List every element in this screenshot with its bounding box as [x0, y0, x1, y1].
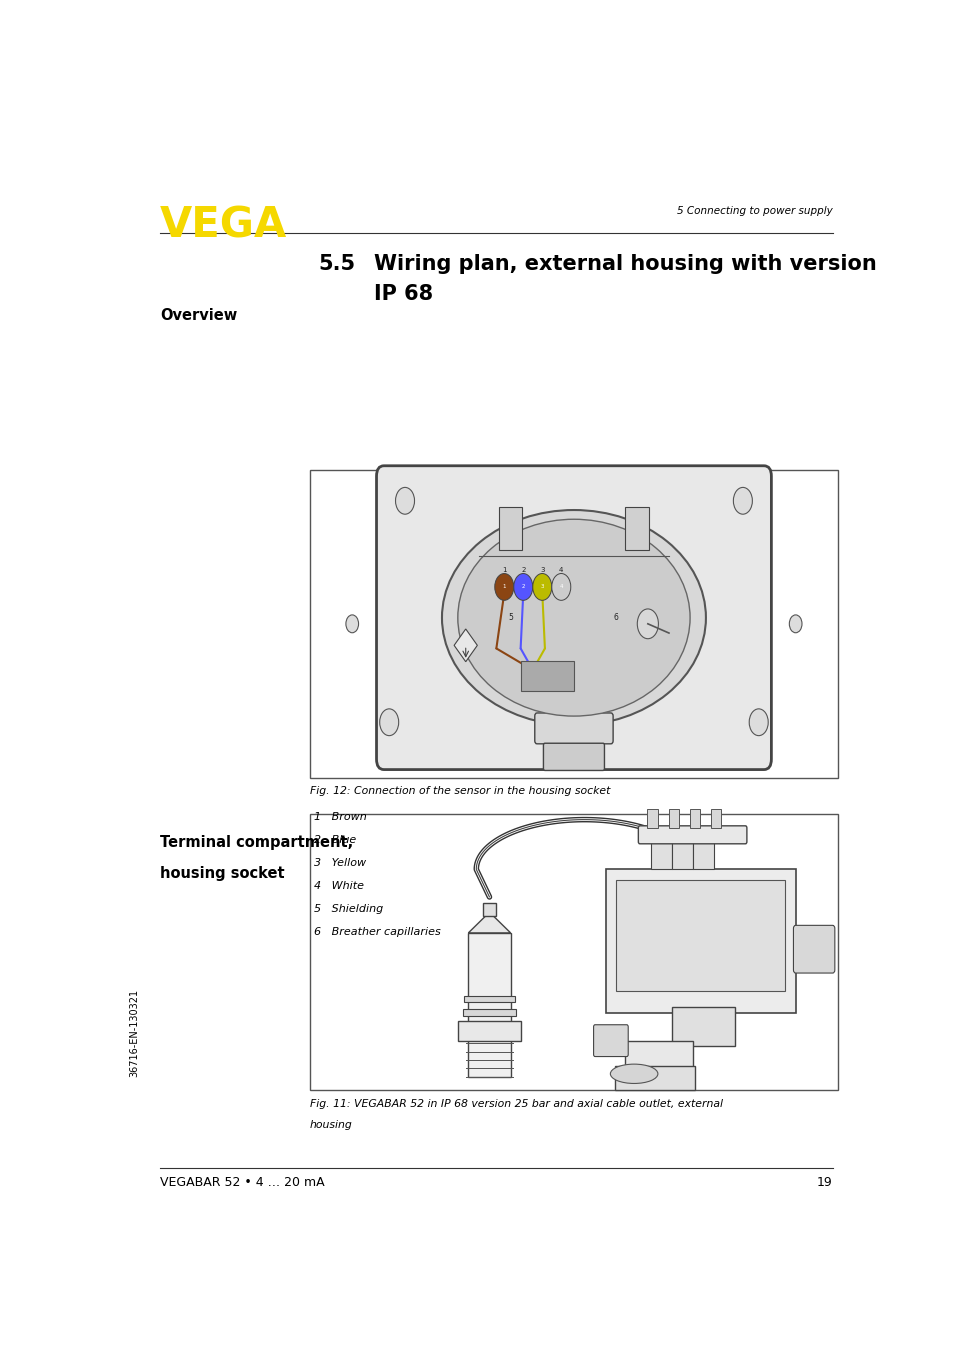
- Circle shape: [395, 487, 415, 515]
- Text: Fig. 11: VEGABAR 52 in IP 68 version 25 bar and axial cable outlet, external: Fig. 11: VEGABAR 52 in IP 68 version 25 …: [310, 1098, 722, 1109]
- Text: Wiring plan, external housing with version: Wiring plan, external housing with versi…: [374, 255, 876, 275]
- Bar: [672, 1007, 735, 1047]
- Bar: [468, 933, 510, 1076]
- Bar: [464, 997, 515, 1002]
- Circle shape: [514, 574, 532, 600]
- Circle shape: [495, 574, 514, 600]
- Bar: [615, 1066, 694, 1090]
- Text: 2: 2: [520, 567, 525, 573]
- Text: 1   Brown: 1 Brown: [314, 812, 366, 822]
- Bar: [624, 1041, 692, 1068]
- Bar: [616, 880, 784, 991]
- Text: 4   White: 4 White: [314, 881, 363, 891]
- Text: 2: 2: [521, 585, 524, 589]
- Text: IP 68: IP 68: [374, 284, 433, 305]
- Text: 4: 4: [558, 567, 563, 573]
- Text: 2   Blue: 2 Blue: [314, 835, 355, 845]
- Ellipse shape: [610, 1064, 658, 1083]
- FancyBboxPatch shape: [376, 466, 771, 769]
- Circle shape: [733, 487, 752, 515]
- FancyBboxPatch shape: [543, 743, 604, 770]
- Bar: [689, 808, 700, 827]
- Circle shape: [788, 615, 801, 632]
- Text: 6   Breather capillaries: 6 Breather capillaries: [314, 926, 440, 937]
- Text: 5 Connecting to power supply: 5 Connecting to power supply: [677, 206, 832, 217]
- FancyBboxPatch shape: [457, 1021, 520, 1041]
- Bar: [520, 661, 574, 692]
- Text: 36716-EN-130321: 36716-EN-130321: [129, 988, 139, 1076]
- Text: 1: 1: [501, 567, 506, 573]
- Text: 5: 5: [508, 613, 513, 623]
- Bar: [650, 842, 672, 869]
- Text: 6: 6: [613, 613, 618, 623]
- Text: housing: housing: [310, 1120, 353, 1129]
- Circle shape: [748, 709, 767, 735]
- Text: 1: 1: [502, 585, 505, 589]
- Circle shape: [637, 609, 658, 639]
- Text: 5.5: 5.5: [318, 255, 355, 275]
- Polygon shape: [454, 630, 476, 662]
- Bar: [625, 506, 648, 550]
- Bar: [647, 808, 658, 827]
- Text: Fig. 12: Connection of the sensor in the housing socket: Fig. 12: Connection of the sensor in the…: [310, 785, 610, 796]
- Bar: [498, 506, 522, 550]
- Text: 19: 19: [816, 1175, 832, 1189]
- Bar: [710, 808, 720, 827]
- Polygon shape: [468, 917, 510, 933]
- Text: 3   Yellow: 3 Yellow: [314, 858, 365, 868]
- Ellipse shape: [441, 510, 705, 726]
- Text: 3: 3: [540, 585, 543, 589]
- Bar: [668, 808, 679, 827]
- Text: Overview: Overview: [160, 309, 237, 324]
- Bar: [310, 470, 837, 777]
- Text: VEGA: VEGA: [160, 204, 287, 246]
- FancyBboxPatch shape: [638, 826, 746, 844]
- Text: 3: 3: [539, 567, 544, 573]
- Circle shape: [379, 709, 398, 735]
- FancyBboxPatch shape: [593, 1025, 628, 1056]
- Text: VEGABAR 52 • 4 … 20 mA: VEGABAR 52 • 4 … 20 mA: [160, 1175, 324, 1189]
- FancyBboxPatch shape: [535, 714, 613, 743]
- Circle shape: [532, 574, 551, 600]
- Text: housing socket: housing socket: [160, 867, 284, 881]
- Text: 4: 4: [559, 585, 562, 589]
- Bar: [672, 842, 693, 869]
- FancyBboxPatch shape: [605, 869, 795, 1013]
- Text: Terminal compartment,: Terminal compartment,: [160, 835, 353, 850]
- Circle shape: [551, 574, 570, 600]
- Polygon shape: [482, 903, 496, 917]
- Bar: [310, 814, 837, 1090]
- Bar: [462, 1009, 516, 1016]
- Bar: [693, 842, 714, 869]
- Text: 5   Shielding: 5 Shielding: [314, 903, 382, 914]
- Circle shape: [346, 615, 358, 632]
- FancyBboxPatch shape: [793, 925, 834, 974]
- Ellipse shape: [457, 519, 689, 716]
